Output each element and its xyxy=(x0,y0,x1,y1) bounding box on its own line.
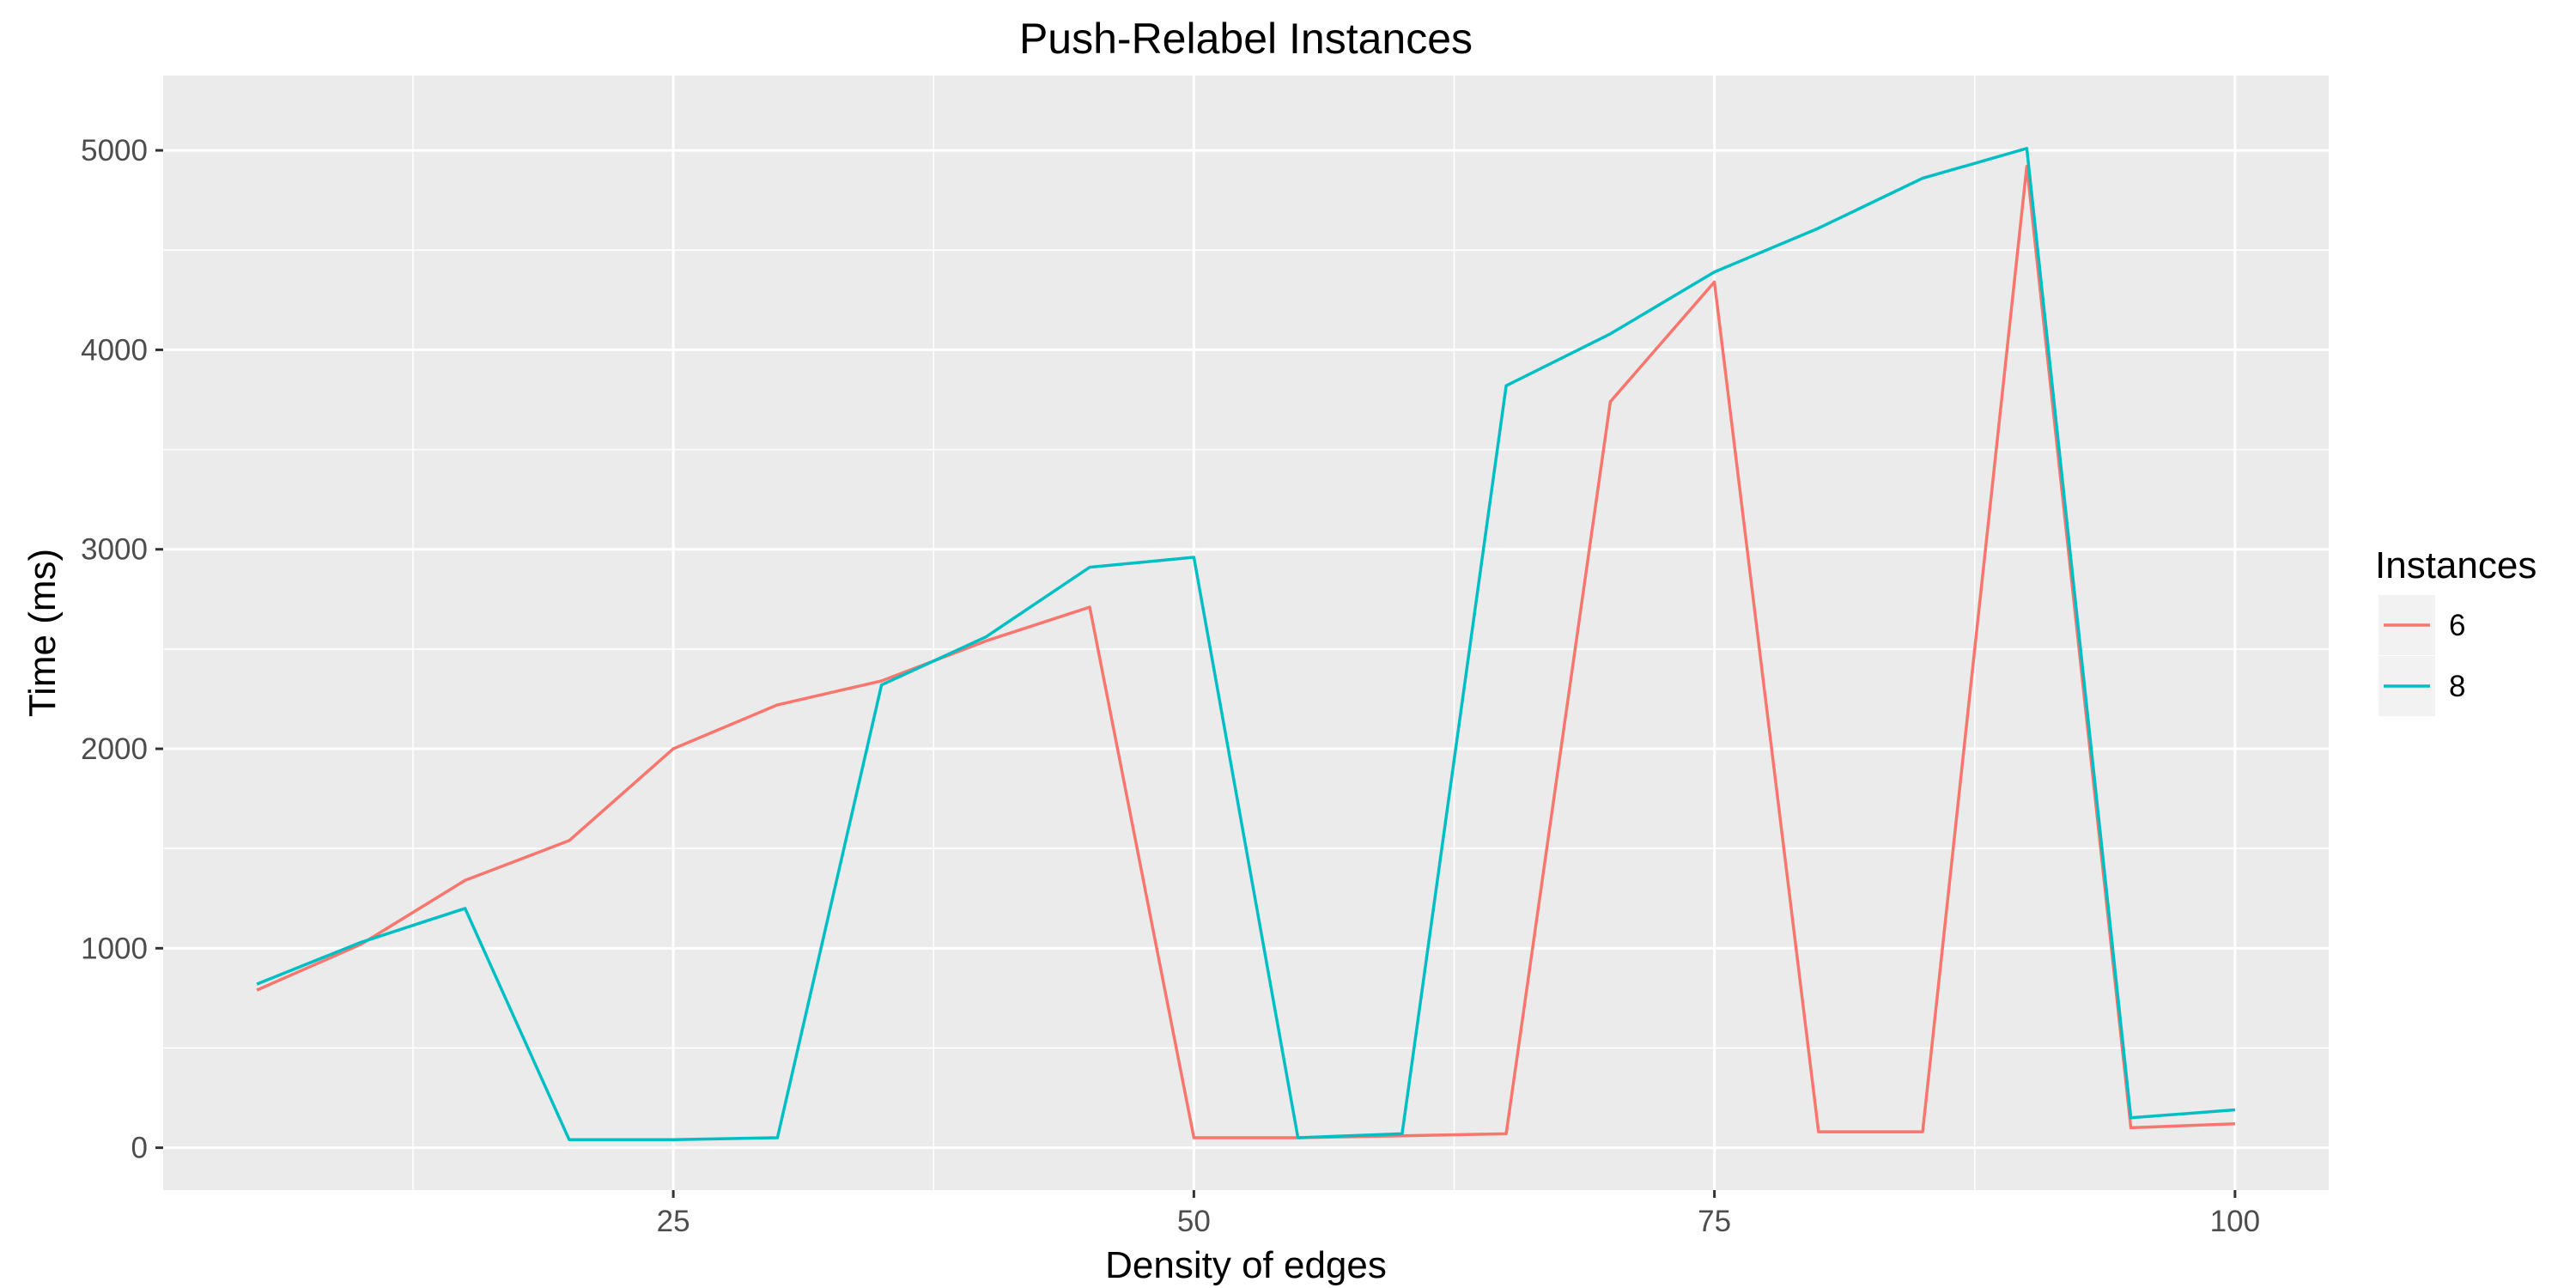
legend-title: Instances xyxy=(2375,544,2537,586)
x-tick-label: 100 xyxy=(2210,1205,2260,1238)
y-tick-label: 1000 xyxy=(81,932,148,965)
y-tick-label: 3000 xyxy=(81,533,148,567)
y-tick-label: 5000 xyxy=(81,134,148,167)
legend-label-6: 6 xyxy=(2449,609,2465,642)
y-axis-title: Time (ms) xyxy=(21,549,64,717)
chart-title: Push-Relabel Instances xyxy=(1019,15,1473,63)
y-tick-label: 2000 xyxy=(81,732,148,766)
y-axis-ticks: 0 1000 2000 3000 4000 5000 xyxy=(81,134,163,1165)
series-line-6 xyxy=(256,164,2235,1139)
series-layer xyxy=(256,147,2236,1142)
legend-items: 68 xyxy=(2379,595,2465,716)
x-axis-ticks: 25 50 75 100 xyxy=(657,1190,2260,1238)
y-tick-label: 4000 xyxy=(81,333,148,367)
series-line-8 xyxy=(256,147,2236,1142)
y-tick-label: 0 xyxy=(131,1132,148,1165)
x-axis-title: Density of edges xyxy=(1105,1244,1387,1286)
legend-label-8: 8 xyxy=(2449,670,2465,703)
x-tick-label: 75 xyxy=(1698,1205,1731,1238)
x-tick-label: 25 xyxy=(657,1205,690,1238)
panel-background xyxy=(163,76,2329,1190)
legend: Instances 68 xyxy=(2375,544,2537,716)
x-tick-label: 50 xyxy=(1177,1205,1211,1238)
grid-major xyxy=(163,76,2329,1190)
